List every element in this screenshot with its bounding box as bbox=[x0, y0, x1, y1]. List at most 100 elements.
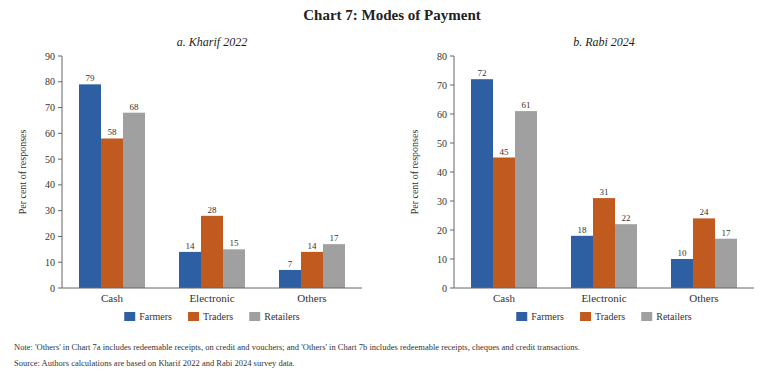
bars bbox=[471, 79, 737, 288]
bar bbox=[671, 259, 693, 288]
legend-label: Traders bbox=[203, 311, 233, 322]
bar bbox=[615, 224, 637, 288]
data-label: 17 bbox=[330, 233, 340, 243]
data-label: 68 bbox=[130, 102, 140, 112]
y-tick-label: 50 bbox=[45, 154, 55, 165]
x-axis bbox=[454, 288, 754, 289]
x-tick-label: Cash bbox=[101, 292, 124, 304]
data-label: 15 bbox=[230, 238, 240, 248]
legend-swatch bbox=[641, 312, 652, 321]
data-label: 7 bbox=[288, 259, 293, 269]
data-label: 18 bbox=[578, 225, 588, 235]
y-tick-label: 0 bbox=[50, 283, 55, 294]
data-label: 28 bbox=[208, 205, 218, 215]
bar bbox=[179, 252, 201, 288]
bar bbox=[123, 113, 145, 288]
y-tick-label: 40 bbox=[437, 167, 447, 178]
bar bbox=[471, 79, 493, 288]
y-tick bbox=[450, 114, 454, 115]
y-tick-label: 0 bbox=[442, 283, 447, 294]
data-labels: 79 14 7 58 28 14 68 15 17 bbox=[86, 73, 340, 269]
legend: FarmersTradersRetailers bbox=[516, 311, 692, 322]
legend-swatch bbox=[516, 312, 527, 321]
data-label: 79 bbox=[86, 73, 96, 83]
y-tick-label: 70 bbox=[45, 102, 55, 113]
y-tick bbox=[450, 56, 454, 57]
y-tick-label: 10 bbox=[437, 254, 447, 265]
y-tick bbox=[58, 133, 62, 134]
bar bbox=[301, 252, 323, 288]
bar bbox=[693, 218, 715, 288]
data-labels: 721810453124612217 bbox=[478, 68, 732, 258]
title: Chart 7: Modes of Payment bbox=[303, 7, 480, 23]
y-tick-label: 30 bbox=[437, 196, 447, 207]
data-label: 14 bbox=[186, 241, 196, 251]
data-label: 14 bbox=[308, 241, 318, 251]
bar bbox=[515, 111, 537, 288]
subtitle: a. Kharif 2022 bbox=[177, 35, 247, 49]
bar bbox=[715, 239, 737, 288]
data-label: 61 bbox=[522, 100, 531, 110]
y-tick bbox=[58, 159, 62, 160]
note: Note: 'Others' in Chart 7a includes rede… bbox=[14, 342, 580, 352]
legend-item: Retailers bbox=[249, 311, 300, 322]
legend-swatch bbox=[188, 312, 199, 321]
bar bbox=[571, 236, 593, 288]
legend-label: Retailers bbox=[264, 311, 300, 322]
y-tick bbox=[450, 143, 454, 144]
x-axis bbox=[62, 288, 362, 289]
legend-swatch bbox=[249, 312, 260, 321]
y-tick-label: 60 bbox=[437, 109, 447, 120]
y-axis bbox=[454, 56, 455, 288]
bar bbox=[593, 198, 615, 288]
legend-label: Farmers bbox=[531, 311, 564, 322]
y-tick-label: 40 bbox=[45, 179, 55, 190]
y-tick bbox=[58, 210, 62, 211]
x-tick-label: Others bbox=[689, 292, 718, 304]
panel: a. Kharif 20220102030405060708090Per cen… bbox=[17, 35, 362, 322]
x-tick-label: Others bbox=[297, 292, 326, 304]
y-tick bbox=[58, 81, 62, 82]
y-tick-label: 10 bbox=[45, 257, 55, 268]
legend-swatch bbox=[580, 312, 591, 321]
bar bbox=[79, 84, 101, 288]
y-tick-label: 20 bbox=[45, 231, 55, 242]
legend-swatch bbox=[124, 312, 135, 321]
data-label: 24 bbox=[700, 207, 710, 217]
bars bbox=[79, 84, 345, 288]
y-tick bbox=[450, 172, 454, 173]
data-label: 22 bbox=[622, 213, 631, 223]
bar bbox=[279, 270, 301, 288]
y-tick-label: 20 bbox=[437, 225, 447, 236]
x-tick-label: Electronic bbox=[189, 292, 234, 304]
data-label: 58 bbox=[108, 127, 118, 137]
y-tick-label: 30 bbox=[45, 205, 55, 216]
y-axis-label: Per cent of responses bbox=[17, 130, 28, 215]
bar bbox=[323, 244, 345, 288]
y-tick bbox=[58, 262, 62, 263]
y-tick bbox=[58, 107, 62, 108]
legend-label: Farmers bbox=[139, 311, 172, 322]
y-tick bbox=[450, 230, 454, 231]
y-tick bbox=[450, 259, 454, 260]
y-axis bbox=[62, 56, 63, 288]
bar bbox=[493, 158, 515, 289]
legend-item: Farmers bbox=[124, 311, 172, 322]
y-tick-label: 70 bbox=[437, 80, 447, 91]
panel: b. Rabi 202401020304050607080Per cent of… bbox=[409, 35, 754, 322]
y-tick-label: 90 bbox=[45, 51, 55, 62]
data-label: 45 bbox=[500, 147, 510, 157]
bar bbox=[223, 249, 245, 288]
data-label: 31 bbox=[600, 187, 609, 197]
y-axis-label: Per cent of responses bbox=[409, 130, 420, 215]
bar bbox=[201, 216, 223, 288]
data-label: 17 bbox=[722, 228, 732, 238]
legend-label: Traders bbox=[595, 311, 625, 322]
source: Source: Authors calculations are based o… bbox=[14, 358, 295, 368]
y-tick bbox=[450, 288, 454, 289]
data-label: 10 bbox=[678, 248, 688, 258]
subtitle: b. Rabi 2024 bbox=[573, 35, 635, 49]
legend: Farmers Traders Retailers bbox=[124, 311, 300, 322]
legend-item: Traders bbox=[580, 311, 625, 322]
y-tick-label: 60 bbox=[45, 128, 55, 139]
